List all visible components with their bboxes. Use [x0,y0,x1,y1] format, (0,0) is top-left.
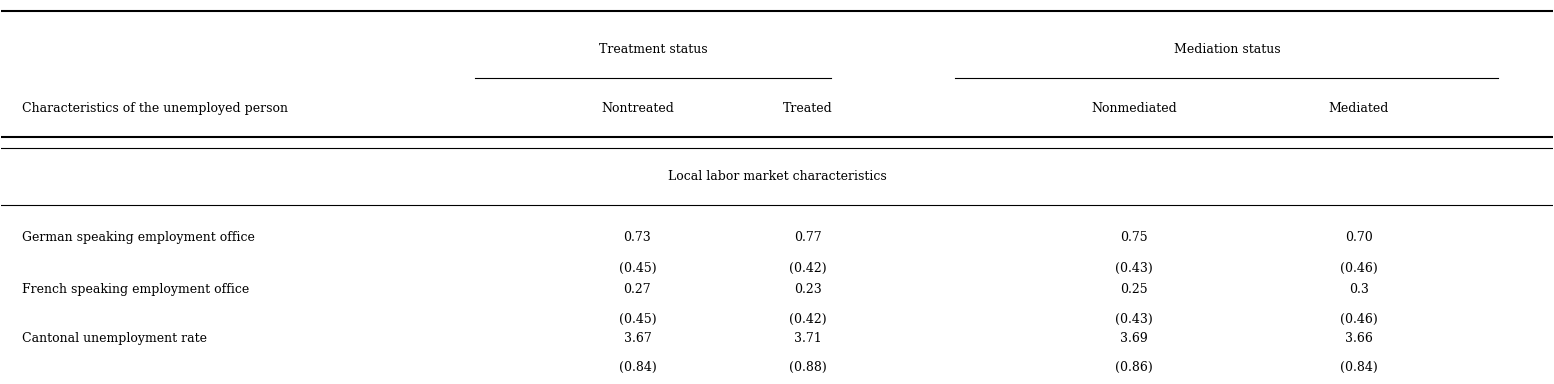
Text: German speaking employment office: German speaking employment office [22,231,255,244]
Text: 0.3: 0.3 [1349,283,1369,296]
Text: 0.23: 0.23 [794,283,822,296]
Text: 0.27: 0.27 [623,283,651,296]
Text: (0.46): (0.46) [1340,313,1377,326]
Text: 0.70: 0.70 [1344,231,1372,244]
Text: Treated: Treated [783,102,833,115]
Text: (0.84): (0.84) [618,361,656,374]
Text: Nontreated: Nontreated [601,102,674,115]
Text: 3.71: 3.71 [794,332,822,345]
Text: Treatment status: Treatment status [598,43,707,56]
Text: Mediated: Mediated [1329,102,1389,115]
Text: (0.43): (0.43) [1114,262,1153,275]
Text: 0.77: 0.77 [794,231,822,244]
Text: 3.67: 3.67 [623,332,651,345]
Text: (0.84): (0.84) [1340,361,1377,374]
Text: (0.42): (0.42) [789,313,827,326]
Text: 3.66: 3.66 [1344,332,1372,345]
Text: (0.43): (0.43) [1114,313,1153,326]
Text: (0.42): (0.42) [789,262,827,275]
Text: (0.88): (0.88) [789,361,827,374]
Text: Local labor market characteristics: Local labor market characteristics [668,170,886,183]
Text: Nonmediated: Nonmediated [1091,102,1176,115]
Text: (0.45): (0.45) [618,262,656,275]
Text: Mediation status: Mediation status [1173,43,1280,56]
Text: 0.73: 0.73 [623,231,651,244]
Text: Cantonal unemployment rate: Cantonal unemployment rate [22,332,207,345]
Text: 3.69: 3.69 [1120,332,1148,345]
Text: 0.75: 0.75 [1120,231,1147,244]
Text: (0.86): (0.86) [1114,361,1153,374]
Text: (0.46): (0.46) [1340,262,1377,275]
Text: (0.45): (0.45) [618,313,656,326]
Text: French speaking employment office: French speaking employment office [22,283,249,296]
Text: 0.25: 0.25 [1120,283,1147,296]
Text: Characteristics of the unemployed person: Characteristics of the unemployed person [22,102,287,115]
